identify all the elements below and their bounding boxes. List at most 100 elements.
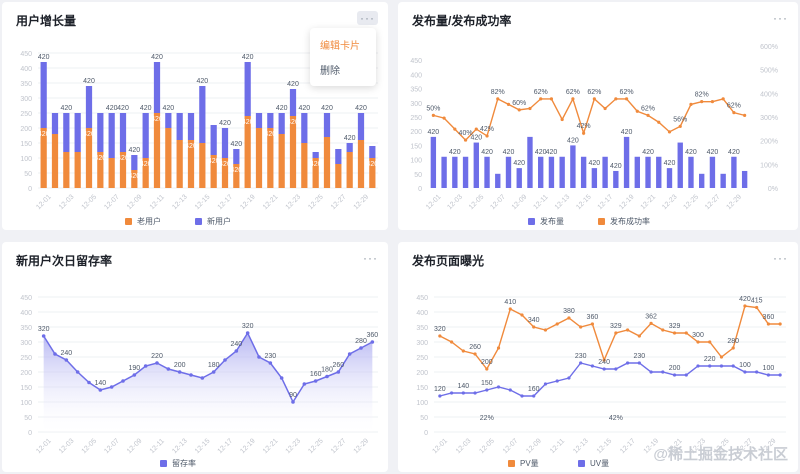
bar-new-user: [369, 146, 376, 158]
line-point: [657, 120, 661, 124]
line-point: [143, 364, 148, 368]
x-tick-label: 12-17: [619, 437, 637, 455]
bar-publish: [505, 156, 512, 188]
y-tick-label: 150: [20, 385, 32, 392]
x-tick-label: 12-19: [618, 193, 636, 211]
line-point: [517, 108, 521, 112]
y-tick-label: 50: [420, 415, 428, 422]
legend-swatch: [195, 218, 202, 225]
x-tick-label: 12-03: [455, 437, 473, 455]
x-tick-label: 12-07: [489, 193, 507, 211]
line-point: [755, 370, 759, 374]
line-point: [567, 316, 571, 320]
y-tick-label: 50: [414, 172, 422, 179]
line-point: [132, 373, 137, 377]
y2-tick-label: 200%: [760, 139, 778, 146]
line-label: 42%: [577, 123, 591, 130]
bar-publish: [430, 136, 437, 188]
x-tick-label: 12-27: [330, 437, 348, 455]
bar-label: 420: [230, 141, 242, 148]
line-point: [700, 100, 704, 104]
line-point: [155, 361, 159, 365]
line-point: [614, 97, 618, 101]
bar-new-user: [301, 113, 308, 143]
y-tick-label: 300: [416, 340, 428, 347]
bar-label: 420: [664, 160, 676, 167]
line-point: [732, 111, 736, 115]
more-icon[interactable]: ···: [773, 251, 788, 265]
y-tick-label: 250: [20, 111, 32, 118]
line-point: [567, 376, 571, 380]
legend-label: 老用户: [137, 216, 161, 226]
y-tick-label: 350: [20, 325, 32, 332]
y-tick-label: 100: [416, 400, 428, 407]
bar-publish: [441, 156, 447, 188]
bar-old-user: [85, 128, 93, 188]
bar-label: 420: [589, 160, 601, 167]
bar-label: 420: [321, 105, 333, 112]
line-point: [731, 364, 735, 368]
legend-swatch: [508, 460, 515, 467]
line-point: [743, 113, 747, 117]
more-icon[interactable]: ···: [357, 11, 378, 25]
x-tick-label: 12-15: [575, 193, 593, 211]
line-point: [302, 382, 307, 386]
y-tick-label: 350: [20, 81, 32, 88]
more-icon[interactable]: ···: [363, 251, 378, 265]
bar-old-user: [335, 164, 342, 188]
x-tick-label: 12-19: [239, 193, 257, 211]
legend-label: UV量: [590, 459, 609, 468]
bar-new-user: [244, 62, 251, 116]
line-point: [579, 361, 583, 365]
bar-label: 420: [546, 149, 558, 156]
bar-new-user: [199, 86, 206, 143]
x-tick-label: 12-25: [307, 193, 325, 211]
legend-label: 发布量: [540, 216, 564, 226]
more-icon[interactable]: ···: [773, 11, 788, 25]
bar-new-user: [289, 89, 297, 116]
bar-label: 420: [196, 78, 208, 85]
exposure-chart: 0 50 100 150 200 250 300 350 400 450 12-01 12-03 12-…: [416, 295, 786, 468]
card-title: 发布量/发布成功率: [412, 14, 512, 28]
line-point: [603, 106, 607, 111]
x-tick-label: 12-11: [149, 438, 166, 455]
bar-new-user: [40, 62, 47, 128]
line-point: [667, 130, 672, 134]
y-tick-label: 300: [20, 96, 32, 103]
pv-label: 340: [528, 317, 540, 324]
line-point: [325, 374, 329, 379]
line-point: [109, 385, 114, 389]
line-point: [528, 106, 532, 111]
bar-label: 420: [355, 105, 367, 112]
bar-publish: [591, 168, 598, 188]
bar-publish: [634, 156, 640, 188]
legend-swatch: [528, 218, 535, 225]
line-point: [41, 334, 46, 338]
bar-label: 420: [535, 149, 547, 156]
line-label: 62%: [620, 89, 634, 96]
x-tick-label: 12-21: [640, 193, 658, 211]
line-point: [543, 328, 548, 332]
x-tick-label: 12-07: [103, 193, 121, 211]
menu-item-edit[interactable]: 编辑卡片: [320, 41, 360, 52]
line-label: 62%: [566, 89, 580, 96]
menu-item-delete[interactable]: 删除: [320, 66, 340, 77]
uv-label: 160: [528, 386, 540, 393]
x-tick-label: 12-09: [511, 193, 529, 211]
x-tick-label: 12-11: [149, 194, 166, 211]
line-label: 62%: [534, 89, 548, 96]
line-point: [359, 346, 363, 350]
line-label: 82%: [491, 89, 505, 96]
bar-new-user: [278, 113, 285, 134]
watermark: @稀土掘金技术社区: [653, 446, 788, 463]
pv-label: 280: [727, 338, 739, 345]
x-tick-label: 12-25: [683, 193, 701, 211]
line-point: [496, 346, 501, 350]
line-label: 62%: [641, 105, 655, 112]
bar-new-user: [142, 113, 149, 158]
pv-label: 320: [434, 326, 446, 333]
pv-label: 200: [481, 359, 493, 366]
legend-label: 发布成功率: [610, 216, 650, 226]
y-tick-label: 250: [410, 115, 422, 122]
y2-tick-label: 0%: [768, 186, 778, 193]
